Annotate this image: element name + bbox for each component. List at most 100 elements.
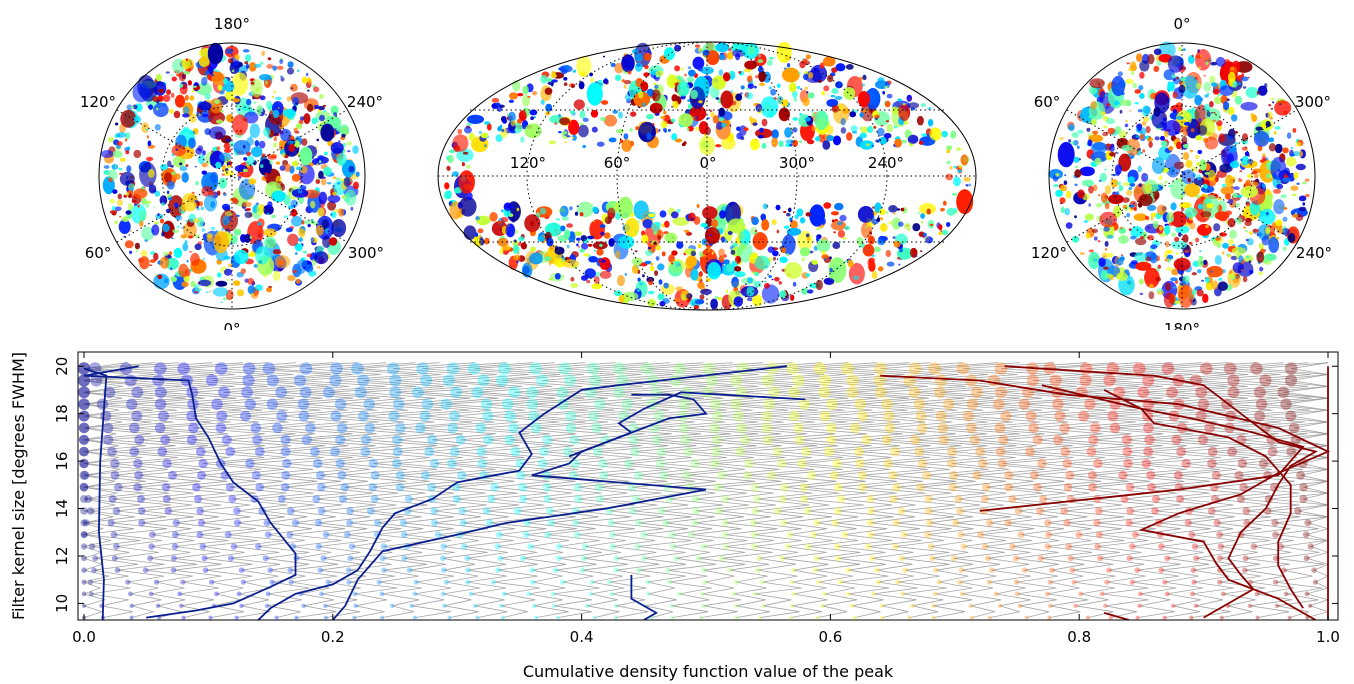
peak-marker [1018,398,1030,410]
sky-blob [264,175,268,177]
middle-label-0: 120° [510,154,546,172]
sky-blob [1170,202,1177,211]
sky-blob [103,165,110,169]
peak-marker [656,446,667,457]
sky-blob [768,110,774,118]
peak-marker [989,567,995,573]
peak-marker [1059,422,1070,434]
sky-blob [696,204,700,208]
peak-marker [669,374,682,387]
peak-marker [880,615,885,620]
sky-blob [1259,209,1276,225]
peak-marker [849,422,861,434]
peak-marker [297,398,310,410]
sky-blob [1139,60,1150,72]
peak-marker [924,495,933,503]
sky-blob [722,72,731,82]
sky-blob [743,127,749,131]
peak-marker [129,446,140,457]
sky-blob [1055,189,1063,197]
sky-blob [760,213,766,221]
sky-blob [902,103,906,106]
peak-marker [464,555,471,562]
sky-blob [1245,238,1249,242]
sky-blob [852,130,857,134]
peak-marker [1242,567,1248,573]
sky-blob [201,170,207,175]
sky-blob [503,202,512,212]
peak-marker [487,495,496,503]
sky-blob [591,283,602,290]
sky-blob [457,128,463,135]
sky-blob [465,164,471,169]
peak-marker [1107,410,1119,422]
peak-marker [845,567,851,573]
sky-blob [1274,126,1281,130]
right-label-bottom: 180° [1164,320,1200,330]
sky-blob [617,196,633,219]
sky-blob [266,287,272,293]
peak-marker [711,434,722,445]
peak-marker [1025,410,1037,422]
sky-blob [187,80,192,86]
sky-blob [1097,194,1101,197]
sky-blob [1290,185,1299,191]
sky-blob [135,248,138,253]
sky-blob [448,149,456,154]
sky-blob [198,56,210,67]
peak-marker [1094,543,1101,550]
peak-marker [653,410,665,422]
sky-blob [287,140,296,145]
sky-blob [315,224,324,236]
sky-blob [317,207,325,218]
sky-blob [818,131,827,143]
sky-blob [287,275,296,282]
sky-blob [859,126,863,130]
peak-marker [305,422,316,434]
sky-blob [778,281,783,285]
sky-blob [1182,152,1190,161]
sky-blob [320,123,335,142]
sky-blob [771,129,779,140]
sky-blob [1214,96,1222,105]
sky-blob [1245,87,1259,99]
sky-blob [1139,71,1145,79]
sky-blob [675,286,683,292]
sky-blob [580,235,587,242]
sky-blob [171,76,177,82]
sky-blob [146,156,154,162]
sky-blob [859,76,863,81]
sky-blob [238,176,242,180]
sky-blob [1164,225,1171,235]
peak-marker [1028,422,1039,434]
sky-blob [816,227,821,231]
sky-blob [656,244,661,251]
sky-blob [294,130,300,134]
peak-marker [588,591,594,597]
sky-blob [1172,286,1177,289]
peak-marker [81,567,87,573]
sky-blob [338,140,341,143]
peak-marker [645,579,651,585]
sky-blob [263,275,267,278]
sky-blob [600,231,605,236]
peak-marker [242,362,256,375]
peak-marker [440,398,452,410]
sky-blob [219,152,232,162]
sky-blob [1074,169,1082,178]
sky-blob [641,234,649,244]
sky-blob [243,157,248,161]
peak-marker [734,615,739,620]
sky-blob [1137,165,1142,173]
sky-blob [1182,48,1186,51]
sky-blob [761,284,780,304]
sky-blob [327,201,337,211]
peak-marker [461,543,468,550]
peak-marker [646,591,651,597]
sky-blob [182,192,198,212]
sky-blob [1141,172,1149,182]
sky-blob [731,276,739,288]
peak-marker [415,422,426,434]
peak-marker [1135,615,1140,620]
peak-marker [448,410,460,422]
